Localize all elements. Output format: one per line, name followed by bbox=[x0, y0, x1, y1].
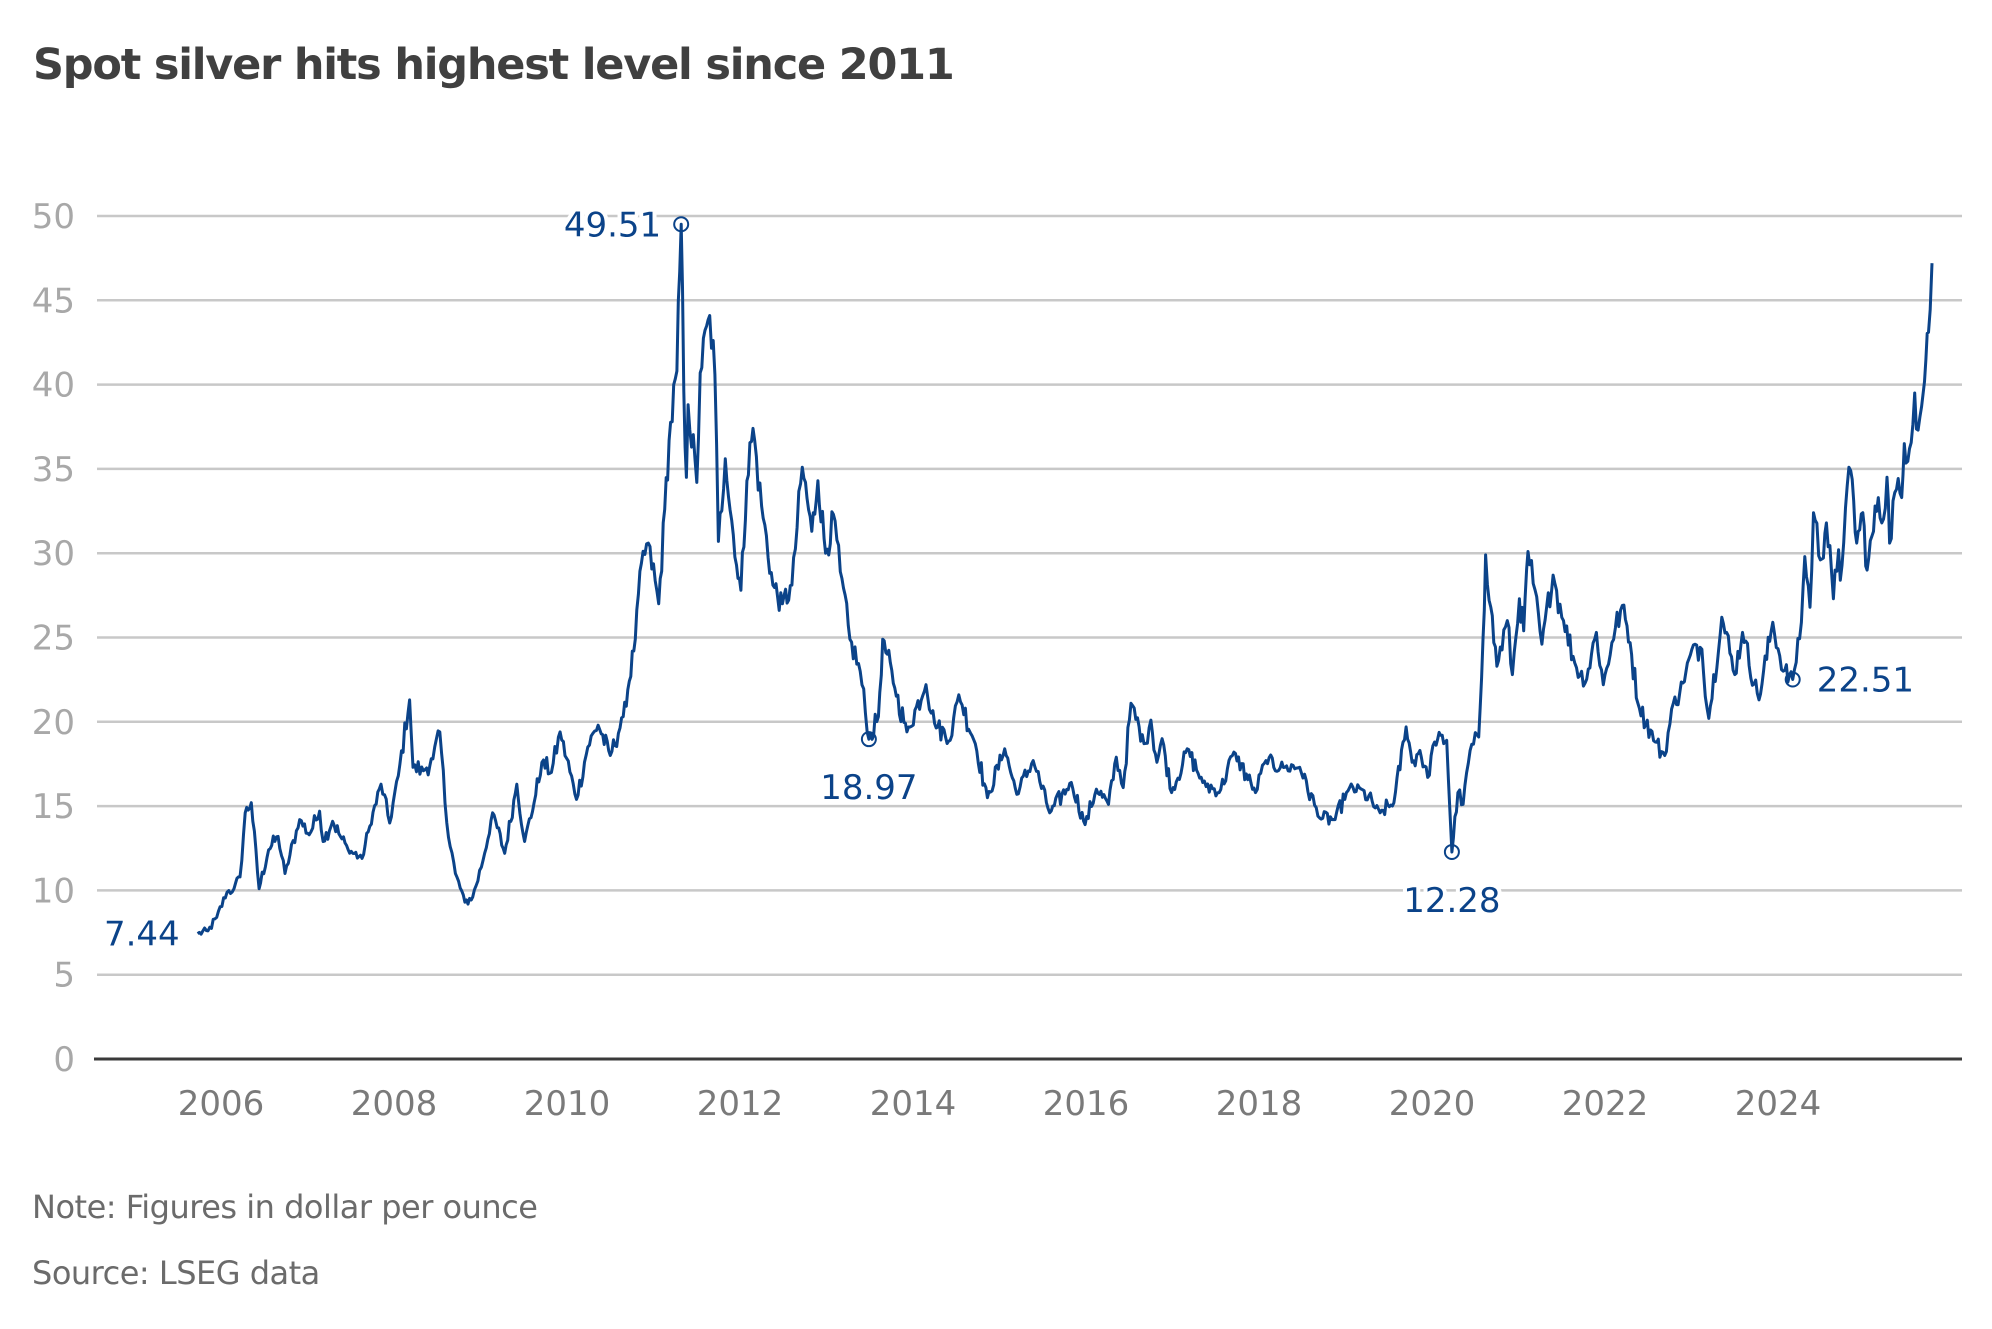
y-tick-label: 35 bbox=[32, 450, 75, 490]
y-tick-label: 45 bbox=[32, 281, 75, 321]
x-tick-label: 2014 bbox=[870, 1084, 957, 1124]
y-tick-label: 5 bbox=[53, 956, 75, 996]
series-line-spot-silver bbox=[196, 222, 1934, 936]
y-tick-label: 20 bbox=[32, 703, 75, 743]
chart-note: Note: Figures in dollar per ounce bbox=[32, 1188, 538, 1226]
x-tick-label: 2010 bbox=[524, 1084, 611, 1124]
annotation-label: 22.51 bbox=[1817, 660, 1914, 700]
annotation-marker bbox=[860, 731, 877, 748]
annotation-marker bbox=[1784, 671, 1801, 688]
annotation-label: 7.44 bbox=[104, 915, 180, 955]
chart-title: Spot silver hits highest level since 201… bbox=[33, 40, 955, 90]
y-tick-label: 15 bbox=[32, 787, 75, 827]
x-tick-label: 2012 bbox=[697, 1084, 784, 1124]
annotation-label: 12.28 bbox=[1403, 881, 1500, 921]
x-tick-label: 2006 bbox=[178, 1084, 265, 1124]
x-tick-label: 2020 bbox=[1389, 1084, 1476, 1124]
x-axis-ticks: 2006 2008 2010 2012 2014 2016 2018 2020 2022 2024 bbox=[178, 1084, 1822, 1124]
gridlines bbox=[97, 214, 1962, 976]
x-tick-label: 2016 bbox=[1043, 1084, 1130, 1124]
y-tick-label: 0 bbox=[53, 1040, 75, 1080]
y-tick-label: 10 bbox=[32, 871, 75, 911]
x-tick-label: 2008 bbox=[351, 1084, 438, 1124]
annotation-marker bbox=[1443, 843, 1460, 860]
annotation-label: 49.51 bbox=[564, 205, 661, 245]
y-axis-ticks: 0 5 10 15 20 25 30 35 40 45 50 bbox=[32, 197, 75, 1080]
x-tick-label: 2024 bbox=[1735, 1084, 1822, 1124]
annotations: 7.44 49.51 18.97 12.28 22.51 bbox=[100, 201, 1918, 958]
chart-source: Source: LSEG data bbox=[32, 1254, 320, 1292]
y-tick-label: 50 bbox=[32, 197, 75, 237]
annotation-label: 18.97 bbox=[820, 768, 917, 808]
y-tick-label: 30 bbox=[32, 534, 75, 574]
y-tick-label: 40 bbox=[32, 366, 75, 406]
x-tick-label: 2022 bbox=[1562, 1084, 1649, 1124]
x-tick-label: 2018 bbox=[1216, 1084, 1303, 1124]
annotation-marker bbox=[673, 216, 690, 233]
y-tick-label: 25 bbox=[32, 619, 75, 659]
